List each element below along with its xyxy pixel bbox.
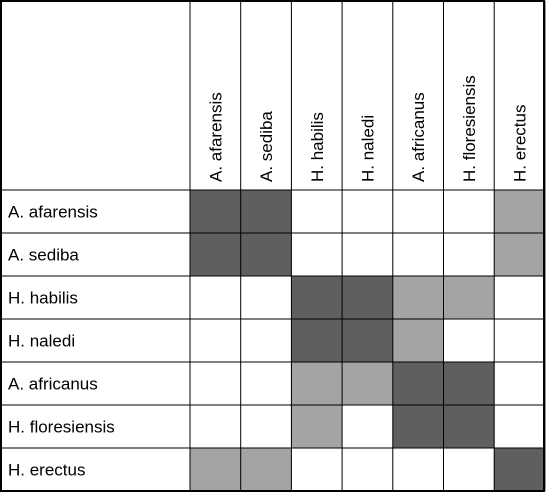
cell-h-floresiensis-a-africanus [392,405,444,448]
cell-a-sediba-h-floresiensis [443,233,495,276]
cell-h-habilis-h-erectus [494,276,545,319]
row-label-a-africanus: A. africanus [8,375,98,394]
cell-a-sediba-h-erectus [494,233,545,276]
cell-a-afarensis-h-naledi [342,190,393,233]
cell-a-africanus-a-afarensis [190,362,241,405]
cell-h-floresiensis-h-erectus [494,405,545,448]
column-label-a-afarensis: A. afarensis [206,92,225,182]
cell-h-naledi-h-habilis [291,319,343,362]
cell-a-sediba-h-naledi [342,233,393,276]
column-label-h-naledi: H. naledi [358,115,377,182]
cell-h-floresiensis-h-habilis [291,405,343,448]
cell-a-afarensis-a-afarensis [190,190,241,233]
cell-h-floresiensis-a-afarensis [190,405,241,448]
cell-a-afarensis-h-habilis [291,190,343,233]
cell-h-floresiensis-h-naledi [342,405,393,448]
cell-a-sediba-a-sediba [240,233,292,276]
cell-a-afarensis-a-africanus [392,190,444,233]
cell-h-erectus-a-africanus [392,448,444,491]
column-label-h-floresiensis: H. floresiensis [460,75,479,182]
cell-h-erectus-a-afarensis [190,448,241,491]
cell-h-erectus-h-floresiensis [443,448,495,491]
cell-h-erectus-h-naledi [342,448,393,491]
cell-h-habilis-h-habilis [291,276,343,319]
row-label-a-afarensis: A. afarensis [8,203,98,222]
cell-h-erectus-h-erectus [494,448,545,491]
cell-a-sediba-a-africanus [392,233,444,276]
cell-h-erectus-h-habilis [291,448,343,491]
cell-a-africanus-h-erectus [494,362,545,405]
cell-h-floresiensis-a-sediba [240,405,292,448]
cell-h-naledi-a-sediba [240,319,292,362]
row-label-h-floresiensis: H. floresiensis [8,418,115,437]
cell-a-africanus-a-sediba [240,362,292,405]
row-label-h-habilis: H. habilis [8,289,78,308]
column-label-a-africanus: A. africanus [409,92,428,182]
cell-a-sediba-h-habilis [291,233,343,276]
cell-a-sediba-a-afarensis [190,233,241,276]
cell-a-africanus-a-africanus [392,362,444,405]
column-label-h-erectus: H. erectus [511,105,530,182]
cell-a-afarensis-h-floresiensis [443,190,495,233]
row-label-h-erectus: H. erectus [8,461,85,480]
cell-h-naledi-h-naledi [342,319,393,362]
row-label-h-naledi: H. naledi [8,332,75,351]
cell-h-habilis-h-naledi [342,276,393,319]
cell-a-afarensis-a-sediba [240,190,292,233]
cell-h-habilis-a-africanus [392,276,444,319]
cell-h-naledi-a-afarensis [190,319,241,362]
cell-a-africanus-h-habilis [291,362,343,405]
cell-h-naledi-a-africanus [392,319,444,362]
cell-a-africanus-h-floresiensis [443,362,495,405]
cell-h-habilis-h-floresiensis [443,276,495,319]
row-label-a-sediba: A. sediba [8,246,79,265]
cell-h-habilis-a-afarensis [190,276,241,319]
cell-h-naledi-h-erectus [494,319,545,362]
column-label-a-sediba: A. sediba [257,111,276,182]
cell-a-afarensis-h-erectus [494,190,545,233]
column-label-h-habilis: H. habilis [308,112,327,182]
cell-h-habilis-a-sediba [240,276,292,319]
cell-a-africanus-h-naledi [342,362,393,405]
cell-h-erectus-a-sediba [240,448,292,491]
cell-h-naledi-h-floresiensis [443,319,495,362]
cell-h-floresiensis-h-floresiensis [443,405,495,448]
